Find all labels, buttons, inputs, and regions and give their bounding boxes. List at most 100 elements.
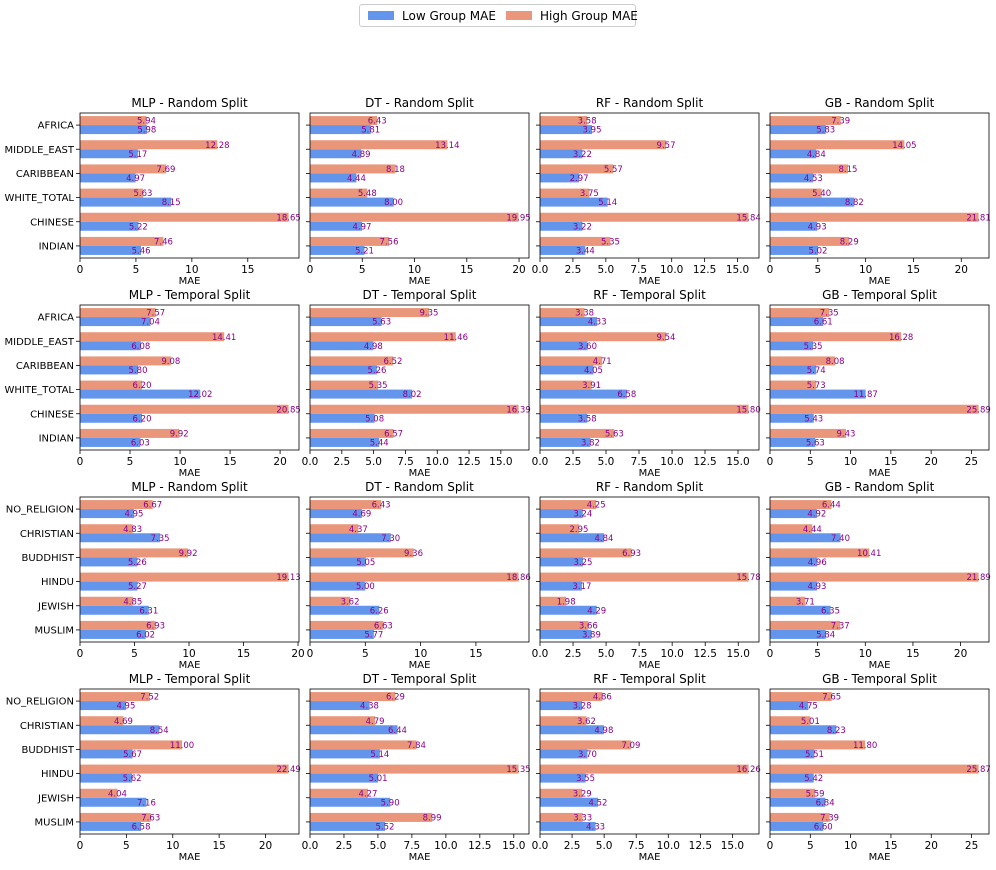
- bar-low: [540, 413, 588, 423]
- data-label-high: 4.25: [587, 501, 606, 511]
- data-label-low: 4.75: [799, 702, 818, 712]
- x-tick-label: 12.5: [693, 456, 716, 468]
- x-tick-label: 15: [237, 648, 250, 660]
- bar-high: [80, 188, 143, 198]
- x-tick-label: 0: [767, 648, 774, 660]
- data-label-high: 6.43: [368, 117, 387, 127]
- x-tick-label: 10: [844, 456, 857, 468]
- data-label-high: 3.66: [579, 621, 598, 631]
- bar-high: [770, 788, 816, 798]
- bar-high: [770, 692, 832, 702]
- x-tick-label: 10: [408, 264, 421, 276]
- bar-high: [310, 380, 379, 390]
- x-tick-label: 5.0: [598, 648, 615, 660]
- y-tick-label: BUDDHIST: [21, 553, 74, 564]
- x-tick-label: 0: [767, 264, 774, 276]
- y-tick-label: CHINESE: [30, 409, 74, 420]
- x-tick-label: 10.0: [660, 456, 683, 468]
- data-label-low: 5.84: [816, 630, 835, 640]
- x-tick-label: 0: [307, 264, 314, 276]
- x-tick-label: 2.5: [333, 456, 350, 468]
- x-tick-label: 10.0: [660, 264, 683, 276]
- bar-low: [310, 629, 374, 639]
- bar-low: [540, 581, 582, 591]
- bar-low: [80, 749, 133, 759]
- data-label-high: 7.09: [621, 741, 640, 751]
- data-label-high: 8.99: [423, 813, 442, 823]
- x-tick-label: 15: [469, 648, 482, 660]
- x-axis-label: MAE: [639, 852, 661, 863]
- bar-high: [80, 524, 133, 534]
- bar-low: [80, 581, 138, 591]
- data-label-low: 3.22: [573, 150, 592, 160]
- bar-low: [540, 749, 588, 759]
- x-tick-label: 20: [291, 648, 304, 660]
- bar-high: [540, 572, 749, 582]
- x-tick-label: 10: [859, 264, 872, 276]
- bar-high: [770, 308, 830, 318]
- x-tick-label: 12.5: [693, 264, 716, 276]
- bar-high: [310, 308, 429, 318]
- data-label-high: 5.57: [604, 165, 623, 175]
- data-label-low: 6.26: [370, 606, 389, 616]
- data-label-low: 7.40: [831, 534, 850, 544]
- data-label-high: 6.63: [374, 621, 393, 631]
- bar-low: [770, 341, 814, 351]
- y-tick-label: MIDDLE_EAST: [5, 337, 75, 348]
- bar-low: [310, 413, 375, 423]
- subplot-frame: [309, 688, 530, 835]
- bar-low: [80, 413, 143, 423]
- bar-high: [80, 428, 180, 438]
- bar-low: [770, 413, 814, 423]
- x-tick-label: 15: [907, 264, 920, 276]
- data-label-high: 9.36: [404, 549, 423, 559]
- y-tick-label: BUDDHIST: [21, 745, 74, 756]
- data-label-low: 11.87: [853, 390, 877, 400]
- x-axis-label: MAE: [639, 660, 661, 671]
- y-tick-label: INDIAN: [39, 433, 74, 444]
- bar-low: [310, 221, 362, 231]
- data-label-low: 6.58: [132, 822, 151, 832]
- bar-high: [310, 164, 396, 174]
- data-label-low: 4.84: [594, 534, 613, 544]
- bar-high: [80, 692, 150, 702]
- data-label-low: 5.63: [806, 438, 825, 448]
- data-label-high: 8.08: [826, 357, 845, 367]
- bar-high: [770, 524, 813, 534]
- bar-high: [770, 500, 832, 510]
- bar-high: [80, 548, 189, 558]
- x-tick-label: 5: [127, 456, 134, 468]
- data-label-high: 6.67: [143, 501, 162, 511]
- x-tick-label: 15: [223, 456, 236, 468]
- x-tick-label: 15.0: [726, 264, 749, 276]
- data-label-low: 6.08: [131, 342, 150, 352]
- bar-high: [540, 116, 588, 126]
- x-tick-label: 0: [77, 264, 84, 276]
- bar-high: [310, 764, 519, 774]
- bar-high: [770, 188, 822, 198]
- data-label-low: 3.17: [572, 582, 591, 592]
- subplot-frame: [539, 496, 760, 643]
- data-label-high: 9.54: [656, 333, 675, 343]
- x-tick-label: 10: [173, 456, 186, 468]
- data-label-low: 7.35: [151, 534, 170, 544]
- data-label-high: 6.93: [622, 549, 641, 559]
- legend-entry-high: High Group MAE: [506, 9, 638, 23]
- bar-high: [310, 812, 433, 822]
- data-label-low: 5.08: [365, 414, 384, 424]
- bar-low: [540, 629, 592, 639]
- bar-low: [540, 533, 604, 543]
- data-label-low: 3.89: [582, 630, 601, 640]
- data-label-low: 4.96: [808, 558, 827, 568]
- data-label-high: 4.79: [366, 717, 385, 727]
- data-label-high: 14.05: [892, 141, 916, 151]
- data-label-high: 7.65: [822, 693, 841, 703]
- bar-high: [540, 164, 614, 174]
- data-label-high: 11.80: [853, 741, 877, 751]
- x-tick-label: 5: [359, 264, 366, 276]
- data-label-low: 8.02: [403, 390, 422, 400]
- bar-low: [540, 221, 583, 231]
- data-label-high: 22.49: [276, 765, 300, 775]
- y-tick-label: CHRISTIAN: [20, 529, 74, 540]
- data-label-high: 11.00: [170, 741, 194, 751]
